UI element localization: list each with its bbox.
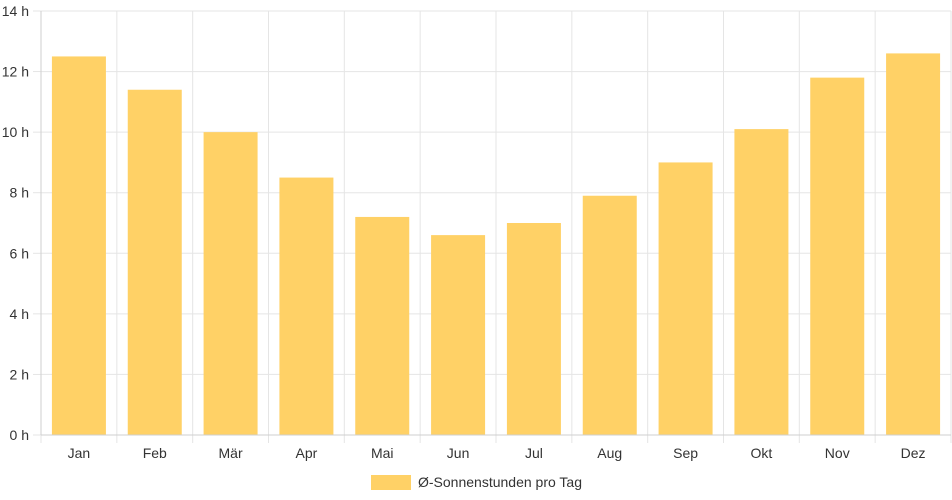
- bar-aug[interactable]: [582, 195, 637, 435]
- x-tick-label: Aug: [597, 445, 622, 461]
- bar-mär[interactable]: [203, 132, 258, 435]
- x-tick-label: Okt: [751, 445, 773, 461]
- x-tick-label: Nov: [825, 445, 850, 461]
- y-tick-label: 14 h: [2, 3, 29, 19]
- x-tick-label: Jun: [447, 445, 470, 461]
- bar-apr[interactable]: [279, 177, 334, 436]
- y-tick-label: 4 h: [10, 306, 29, 322]
- bar-jan[interactable]: [51, 56, 106, 436]
- x-tick-label: Mai: [371, 445, 394, 461]
- y-tick-label: 8 h: [10, 185, 29, 201]
- bar-feb[interactable]: [127, 89, 182, 435]
- legend-swatch[interactable]: [371, 475, 411, 490]
- x-tick-label: Mär: [219, 445, 243, 461]
- bars: [51, 53, 941, 436]
- gridlines: [40, 10, 952, 443]
- x-tick-label: Jan: [68, 445, 91, 461]
- x-tick-label: Jul: [525, 445, 543, 461]
- bar-mai[interactable]: [355, 216, 410, 435]
- x-tick-label: Apr: [296, 445, 318, 461]
- y-tick-label: 12 h: [2, 64, 29, 80]
- x-tick-label: Sep: [673, 445, 698, 461]
- bar-dez[interactable]: [886, 53, 941, 436]
- y-tick-label: 0 h: [10, 427, 29, 443]
- x-tick-label: Dez: [901, 445, 926, 461]
- legend[interactable]: Ø-Sonnenstunden pro Tag: [371, 474, 582, 490]
- bar-jul[interactable]: [506, 223, 561, 435]
- bar-nov[interactable]: [810, 77, 865, 435]
- bar-sep[interactable]: [658, 162, 713, 435]
- axes: 0 h 2 h 4 h 6 h 8 h 10 h 12 h 14 h Jan Feb Mär Apr M…: [2, 3, 951, 461]
- bar-okt[interactable]: [734, 129, 789, 435]
- bar-jun[interactable]: [431, 235, 486, 435]
- y-tick-label: 2 h: [10, 366, 29, 382]
- y-tick-label: 6 h: [10, 245, 29, 261]
- legend-label[interactable]: Ø-Sonnenstunden pro Tag: [418, 474, 582, 490]
- x-tick-label: Feb: [143, 445, 167, 461]
- y-tick-label: 10 h: [2, 124, 29, 140]
